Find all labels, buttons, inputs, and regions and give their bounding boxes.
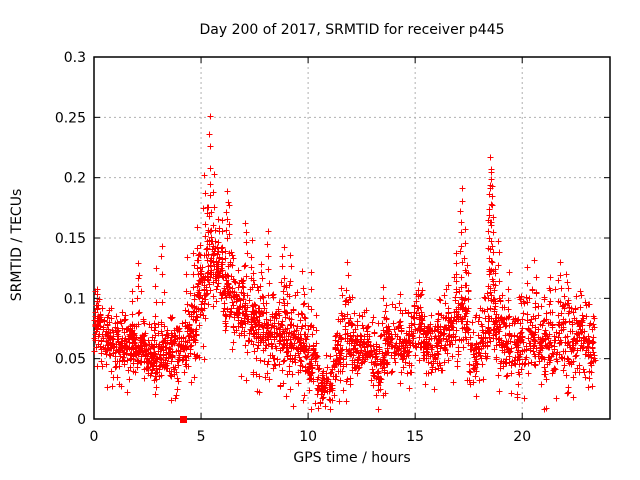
y-tick-label: 0.05 bbox=[55, 352, 86, 368]
tick-labels: 0 5 10 15 20 0 0.05 0.1 0.15 0.2 0.25 0.3 bbox=[55, 50, 531, 445]
y-tick-label: 0.3 bbox=[64, 50, 86, 66]
chart-title: Day 200 of 2017, SRMTID for receiver p44… bbox=[199, 22, 504, 38]
y-tick-label: 0 bbox=[77, 412, 86, 428]
y-axis-label: SRMTID / TECUs bbox=[9, 189, 25, 302]
outlier-square-marker bbox=[180, 416, 187, 423]
x-tick-label: 5 bbox=[197, 429, 206, 445]
axis-labels: Day 200 of 2017, SRMTID for receiver p44… bbox=[9, 22, 505, 466]
data-points-path bbox=[91, 113, 599, 413]
x-tick-label: 15 bbox=[406, 429, 424, 445]
x-axis-label: GPS time / hours bbox=[293, 450, 410, 466]
y-tick-label: 0.15 bbox=[55, 231, 86, 247]
x-tick-label: 0 bbox=[90, 429, 99, 445]
plot-border bbox=[93, 56, 611, 420]
x-tick-label: 10 bbox=[299, 429, 317, 445]
y-tick-label: 0.25 bbox=[55, 110, 86, 126]
y-tick-label: 0.1 bbox=[64, 291, 86, 307]
outlier-square bbox=[180, 416, 187, 423]
y-tick-label: 0.2 bbox=[64, 171, 86, 187]
x-tick-label: 20 bbox=[513, 429, 531, 445]
data-points bbox=[91, 113, 599, 413]
